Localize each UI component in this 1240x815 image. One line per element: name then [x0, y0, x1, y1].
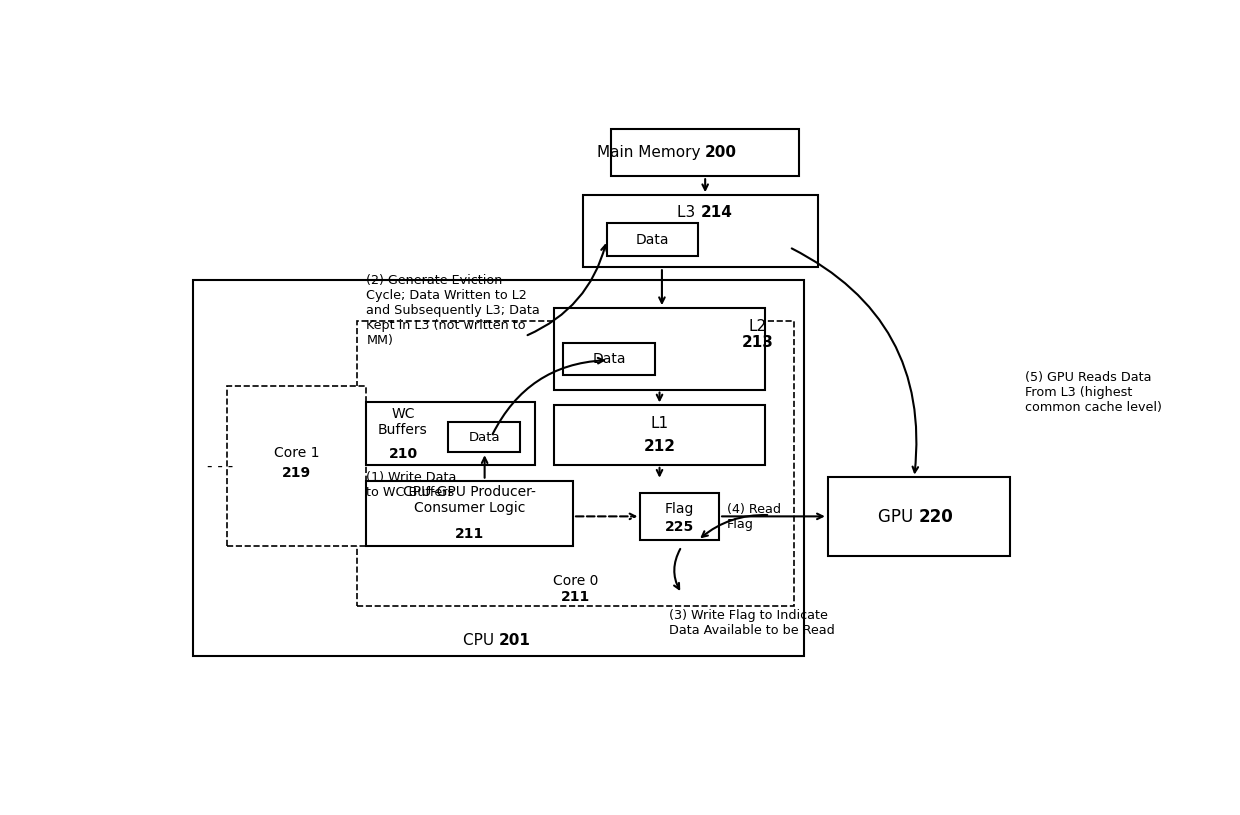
Text: 211: 211	[560, 590, 590, 604]
Text: L1: L1	[651, 416, 668, 431]
Text: (5) GPU Reads Data
From L3 (highest
common cache level): (5) GPU Reads Data From L3 (highest comm…	[1024, 371, 1162, 414]
Text: 201: 201	[498, 633, 531, 648]
Text: 225: 225	[665, 520, 694, 534]
Text: L3: L3	[677, 205, 701, 220]
Text: GPU: GPU	[878, 508, 919, 526]
Text: Data: Data	[636, 232, 670, 247]
Text: - - -: - - -	[207, 460, 233, 474]
Text: 210: 210	[388, 447, 418, 460]
FancyBboxPatch shape	[554, 308, 765, 390]
Text: CPU-GPU Producer-
Consumer Logic: CPU-GPU Producer- Consumer Logic	[403, 485, 536, 515]
FancyBboxPatch shape	[193, 280, 804, 656]
Text: 211: 211	[455, 526, 485, 540]
Text: L2: L2	[749, 319, 766, 334]
FancyBboxPatch shape	[367, 402, 534, 465]
Text: CPU: CPU	[463, 633, 498, 648]
FancyBboxPatch shape	[583, 195, 818, 267]
Text: (3) Write Flag to Indicate
Data Available to be Read: (3) Write Flag to Indicate Data Availabl…	[670, 610, 835, 637]
Text: Core 0: Core 0	[553, 574, 598, 588]
FancyBboxPatch shape	[828, 478, 1011, 556]
Text: Main Memory: Main Memory	[596, 145, 706, 161]
FancyBboxPatch shape	[611, 129, 799, 176]
Text: (4) Read
Flag: (4) Read Flag	[727, 503, 781, 531]
FancyBboxPatch shape	[357, 320, 794, 606]
Text: (2) Generate Eviction
Cycle; Data Written to L2
and Subsequently L3; Data
Kept i: (2) Generate Eviction Cycle; Data Writte…	[367, 274, 541, 346]
FancyBboxPatch shape	[227, 386, 367, 547]
FancyBboxPatch shape	[606, 223, 698, 256]
Text: WC
Buffers: WC Buffers	[378, 408, 428, 438]
Text: 214: 214	[701, 205, 733, 220]
Text: (1) Write Data
to WC Buffers: (1) Write Data to WC Buffers	[367, 471, 456, 500]
Text: 213: 213	[742, 335, 774, 350]
Text: 212: 212	[644, 439, 676, 454]
FancyBboxPatch shape	[640, 493, 719, 540]
FancyBboxPatch shape	[554, 405, 765, 465]
FancyBboxPatch shape	[367, 481, 573, 547]
FancyBboxPatch shape	[563, 342, 655, 375]
FancyBboxPatch shape	[448, 422, 521, 452]
Text: Flag: Flag	[665, 502, 694, 516]
Text: Data: Data	[593, 352, 626, 366]
Text: Data: Data	[469, 431, 500, 444]
Text: 219: 219	[283, 465, 311, 480]
Text: 200: 200	[706, 145, 737, 161]
Text: 220: 220	[919, 508, 954, 526]
Text: Core 1: Core 1	[274, 446, 320, 460]
